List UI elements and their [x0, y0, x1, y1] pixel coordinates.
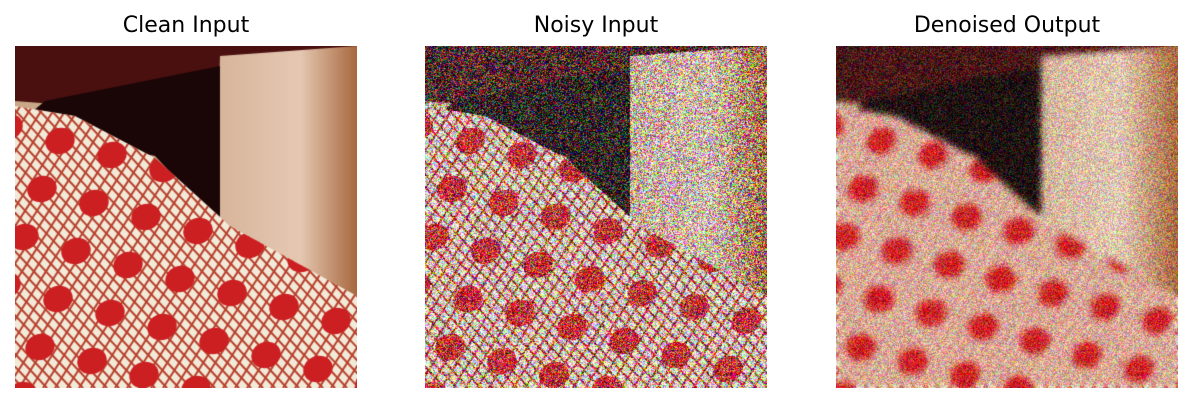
panel-title-noisy: Noisy Input	[533, 13, 659, 38]
denoised-output-image	[836, 46, 1178, 388]
clean-input-image	[15, 46, 357, 388]
panel-title-denoised: Denoised Output	[913, 13, 1101, 38]
noisy-input-image	[425, 46, 767, 388]
panel-title-clean: Clean Input	[122, 13, 250, 38]
panel-clean-input: Clean Input	[15, 0, 357, 403]
panel-denoised-output: Denoised Output	[836, 0, 1178, 403]
panel-noisy-input: Noisy Input	[425, 0, 767, 403]
